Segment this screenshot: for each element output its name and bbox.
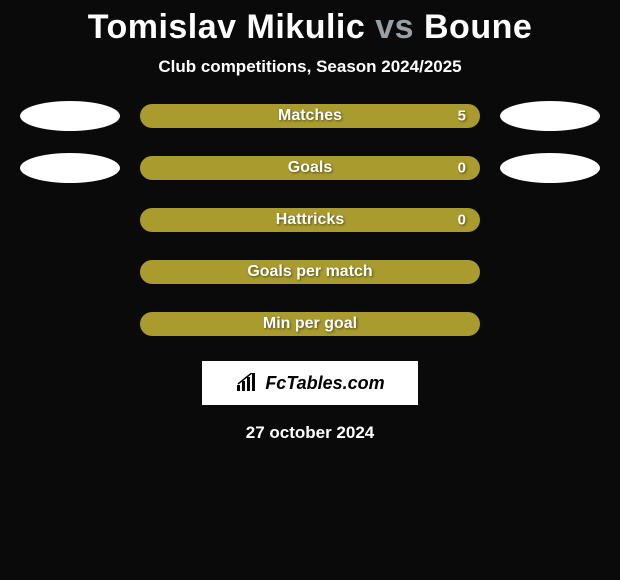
right-ellipse [500, 153, 600, 183]
comparison-infographic: Tomislav Mikulic vs Boune Club competiti… [0, 0, 620, 443]
stat-row: Min per goal [0, 309, 620, 339]
stat-bar: Goals 0 [140, 156, 480, 180]
stat-label: Min per goal [263, 315, 357, 333]
player1-name: Tomislav Mikulic [88, 8, 366, 46]
left-ellipse [20, 101, 120, 131]
title-vs: vs [375, 8, 414, 46]
stat-value: 5 [458, 108, 466, 125]
stats-list: Matches 5 Goals 0 Hattricks 0 Goals per match M… [0, 101, 620, 339]
stat-bar: Goals per match [140, 260, 480, 284]
stat-row: Goals 0 [0, 153, 620, 183]
page-title: Tomislav Mikulic vs Boune [0, 8, 620, 47]
stat-bar: Hattricks 0 [140, 208, 480, 232]
left-ellipse [20, 153, 120, 183]
stat-row: Goals per match [0, 257, 620, 287]
right-ellipse [500, 101, 600, 131]
stat-bar-wrap: Goals per match [140, 260, 480, 284]
stat-label: Hattricks [276, 211, 344, 229]
stat-row: Hattricks 0 [0, 205, 620, 235]
bar-chart-icon [235, 373, 259, 393]
stat-bar-wrap: Hattricks 0 [140, 208, 480, 232]
stat-value: 0 [458, 212, 466, 229]
stat-bar: Min per goal [140, 312, 480, 336]
logo-text: FcTables.com [265, 373, 384, 394]
stat-label: Matches [278, 107, 342, 125]
stat-row: Matches 5 [0, 101, 620, 131]
source-logo: FcTables.com [202, 361, 418, 405]
stat-label: Goals per match [247, 263, 372, 281]
stat-value: 0 [458, 160, 466, 177]
stat-label: Goals [288, 159, 332, 177]
subtitle: Club competitions, Season 2024/2025 [0, 57, 620, 77]
player2-name: Boune [424, 8, 532, 46]
stat-bar-wrap: Min per goal [140, 312, 480, 336]
stat-bar-wrap: Matches 5 [140, 104, 480, 128]
snapshot-date: 27 october 2024 [0, 423, 620, 443]
stat-bar-wrap: Goals 0 [140, 156, 480, 180]
stat-bar: Matches 5 [140, 104, 480, 128]
